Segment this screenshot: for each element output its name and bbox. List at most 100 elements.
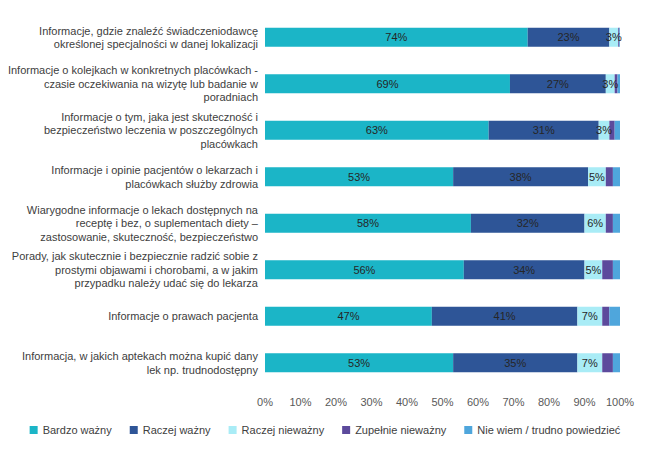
data-label: 3% xyxy=(606,31,622,43)
bar-segment xyxy=(464,260,585,279)
bar-segment xyxy=(265,28,528,47)
tick-label: 60% xyxy=(467,396,489,408)
data-label: 35% xyxy=(504,357,526,369)
data-label: 3% xyxy=(596,124,612,136)
category-label-line: zastosowanie, skuteczność, bezpieczeństw… xyxy=(40,231,258,243)
bar-segment xyxy=(613,167,620,186)
data-label: 56% xyxy=(353,264,375,276)
bar-segment xyxy=(606,214,613,233)
bar-segment xyxy=(489,121,599,140)
data-label: 47% xyxy=(337,310,359,322)
category-label: Informacje o kolejkach w konkretnych pla… xyxy=(8,64,258,103)
category-label-line: Wiarygodne informacje o lekach dostępnyc… xyxy=(27,204,259,216)
tick-label: 40% xyxy=(396,396,418,408)
category-label: Informacje i opinie pacjentów o lekarzac… xyxy=(51,164,259,190)
data-label: 38% xyxy=(510,171,532,183)
data-label: 7% xyxy=(582,357,598,369)
category-label: Porady, jak skutecznie i bezpiecznie rad… xyxy=(12,250,259,289)
background xyxy=(0,0,650,449)
bar-segment xyxy=(602,307,609,326)
legend-label: Bardzo ważny xyxy=(43,424,113,436)
category-label: Informacje o prawach pacjenta xyxy=(108,310,259,322)
data-label: 69% xyxy=(376,78,398,90)
category-label: Informacje o tym, jaka jest skuteczność … xyxy=(44,111,258,150)
category-label-line: poradniach xyxy=(204,91,258,103)
data-label: 63% xyxy=(366,124,388,136)
data-labels: 74% 69% 63% 53% 58% 56% 47% 53% 23% 27% 31% 38% 32% 3… xyxy=(337,31,622,369)
category-label: Informacja, w jakich aptekach można kupi… xyxy=(22,350,259,376)
tick-label: 80% xyxy=(538,396,560,408)
bar-segment xyxy=(265,121,489,140)
category-label-line: Informacje o prawach pacjenta xyxy=(108,310,259,322)
bar-segment xyxy=(577,307,602,326)
legend: Bardzo ważny Raczej ważny Raczej nieważny Z… xyxy=(30,424,621,436)
tick-label: 10% xyxy=(289,396,311,408)
category-label-line: receptę i bez, o suplementach diety – xyxy=(76,217,259,229)
data-label: 34% xyxy=(513,264,535,276)
bar-segment xyxy=(602,353,613,372)
category-label-line: Porady, jak skutecznie i bezpiecznie rad… xyxy=(12,250,258,262)
tick-label: 90% xyxy=(573,396,595,408)
tick-label: 50% xyxy=(431,396,453,408)
bar-segment xyxy=(265,307,432,326)
data-label: 5% xyxy=(589,171,605,183)
legend-label: Zupełnie nieważny xyxy=(355,424,447,436)
legend-label: Raczej nieważny xyxy=(242,424,325,436)
bar-segment xyxy=(577,353,602,372)
legend-swatch xyxy=(229,426,237,434)
legend-label: Raczej ważny xyxy=(143,424,211,436)
data-label: 7% xyxy=(582,310,598,322)
category-label-line: prostymi objawami i chorobami, a w jakim xyxy=(55,264,258,276)
bar-segment xyxy=(265,260,464,279)
category-label-line: Informacje i opinie pacjentów o lekarzac… xyxy=(51,164,258,176)
bar-segment xyxy=(613,353,620,372)
bar-segment xyxy=(606,167,613,186)
data-label: 53% xyxy=(348,357,370,369)
tick-label: 20% xyxy=(325,396,347,408)
category-label: Wiarygodne informacje o lekach dostępnyc… xyxy=(27,204,259,243)
data-label: 53% xyxy=(348,171,370,183)
legend-swatch xyxy=(464,426,472,434)
legend-swatch xyxy=(342,426,350,434)
data-label: 5% xyxy=(585,264,601,276)
legend-swatch xyxy=(30,426,38,434)
bar-segment xyxy=(585,260,603,279)
legend-label: Nie wiem / trudno powiedzieć xyxy=(477,424,621,436)
bar-segment xyxy=(453,353,577,372)
bar-segment xyxy=(602,260,613,279)
bar-segment xyxy=(510,74,606,93)
category-label-line: lek np. trudnodostępny xyxy=(147,364,259,376)
bar-segment xyxy=(613,214,620,233)
bar-segment xyxy=(265,214,471,233)
category-label: Informacje, gdzie znaleźć świadczeniodaw… xyxy=(39,25,258,51)
bar-segment xyxy=(453,167,588,186)
data-label: 32% xyxy=(517,217,539,229)
bar-segment xyxy=(585,214,606,233)
bar-segment xyxy=(265,167,453,186)
data-label: 31% xyxy=(533,124,555,136)
tick-label: 100% xyxy=(606,396,634,408)
category-label-line: Informacja, w jakich aptekach można kupi… xyxy=(22,350,259,362)
bar-segment xyxy=(432,307,578,326)
data-label: 3% xyxy=(602,78,618,90)
data-label: 23% xyxy=(558,31,580,43)
data-label: 41% xyxy=(494,310,516,322)
bar-segment xyxy=(265,74,510,93)
category-label-line: Informacje o kolejkach w konkretnych pla… xyxy=(8,64,258,76)
category-label-line: przypadku należy udać się do lekarza xyxy=(75,277,259,289)
category-label-line: czasie oczekiwania na wizytę lub badanie… xyxy=(44,78,258,90)
bar-segment xyxy=(588,167,606,186)
category-label-line: Informacje, gdzie znaleźć świadczeniodaw… xyxy=(39,25,258,37)
category-label-line: placówkach xyxy=(201,138,258,150)
bar-segment xyxy=(613,260,620,279)
data-label: 58% xyxy=(357,217,379,229)
bar-segment xyxy=(609,307,620,326)
category-label-line: bezpieczeństwo leczenia w poszczególnych xyxy=(44,124,258,136)
bar-segment xyxy=(265,353,453,372)
category-label-line: Informacje o tym, jaka jest skuteczność … xyxy=(61,111,258,123)
data-label: 27% xyxy=(547,78,569,90)
category-label-line: określonej specjalności w danej lokaliza… xyxy=(54,38,258,50)
chart: 74% 69% 63% 53% 58% 56% 47% 53% 23% 27% 31% 38% 32% 3… xyxy=(0,0,650,449)
data-label: 74% xyxy=(385,31,407,43)
tick-label: 30% xyxy=(360,396,382,408)
